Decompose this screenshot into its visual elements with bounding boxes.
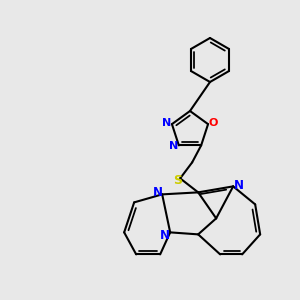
Text: N: N: [162, 118, 172, 128]
Text: O: O: [208, 118, 218, 128]
Text: S: S: [173, 174, 182, 187]
Text: N: N: [160, 229, 170, 242]
Text: N: N: [169, 141, 178, 152]
Text: N: N: [234, 179, 244, 192]
Text: N: N: [153, 186, 163, 199]
